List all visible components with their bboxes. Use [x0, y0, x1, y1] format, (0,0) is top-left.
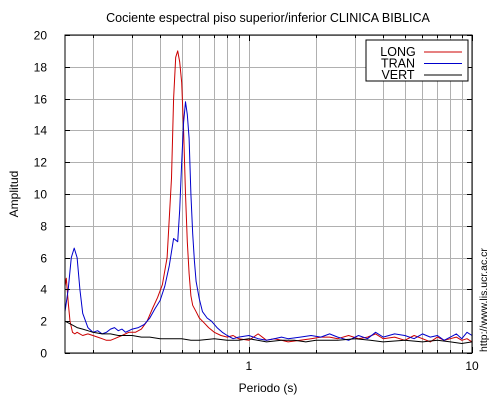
y-tick-label: 0	[40, 347, 47, 361]
watermark-url: http://www.lis.ucr.ac.cr	[478, 248, 490, 352]
y-tick-label: 20	[34, 29, 48, 43]
legend-label-vert: VERT	[381, 68, 414, 82]
chart-title: Cociente espectral piso superior/inferio…	[106, 11, 430, 25]
y-tick-label: 12	[34, 156, 48, 170]
series-lines	[64, 50, 473, 344]
y-tick-label: 8	[40, 220, 47, 234]
legend-label-long: LONG	[380, 45, 415, 59]
grid	[65, 35, 473, 354]
legend-label-tran: TRAN	[381, 57, 415, 71]
series-line-tran	[64, 101, 473, 341]
x-tick-labels: 1 10	[246, 359, 479, 373]
y-tick-labels: 0 2 4 6 8 10 12 14 16 18 20	[34, 29, 48, 361]
series-line-vert	[64, 320, 473, 344]
y-tick-label: 18	[34, 61, 48, 75]
series-line-long	[64, 50, 473, 343]
y-tick-label: 10	[34, 188, 48, 202]
y-tick-label: 2	[40, 315, 47, 329]
y-tick-label: 4	[40, 283, 47, 297]
legend-box	[365, 39, 469, 82]
axis-ticks	[65, 35, 473, 354]
y-tick-label: 16	[34, 93, 48, 107]
y-axis-label: Amplitud	[7, 171, 21, 218]
x-axis-label: Periodo (s)	[239, 381, 298, 395]
x-tick-label: 1	[246, 359, 253, 373]
y-tick-label: 14	[34, 124, 48, 138]
x-tick-label: 10	[465, 359, 479, 373]
y-tick-label: 6	[40, 252, 47, 266]
